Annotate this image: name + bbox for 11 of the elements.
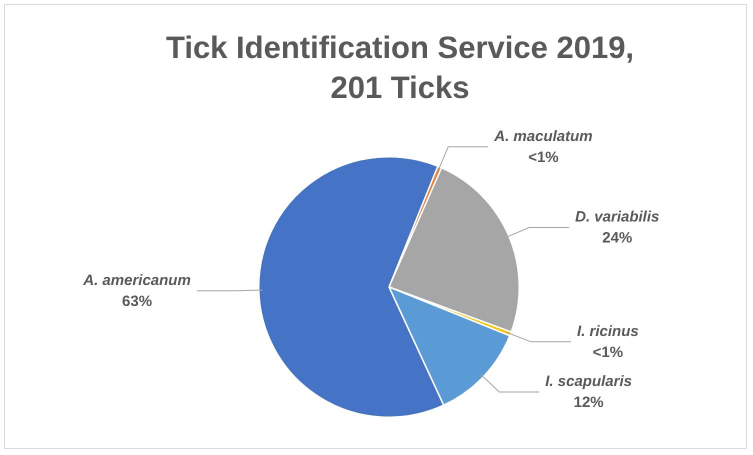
chart-title: Tick Identification Service 2019, 201 Ticks <box>164 29 636 107</box>
data-label: 63% <box>122 292 152 310</box>
slice-label: D. variabilis <box>575 208 660 226</box>
data-label: 12% <box>574 394 604 412</box>
slice-label: I. scapularis <box>545 373 632 390</box>
slice-label: A. americanum <box>82 272 191 289</box>
data-label: 24% <box>602 230 632 247</box>
data-label: <1% <box>592 344 624 361</box>
slice-label: A. maculatum <box>493 128 593 145</box>
slice-label: I. ricinus <box>577 322 639 340</box>
data-label: <1% <box>528 148 559 166</box>
